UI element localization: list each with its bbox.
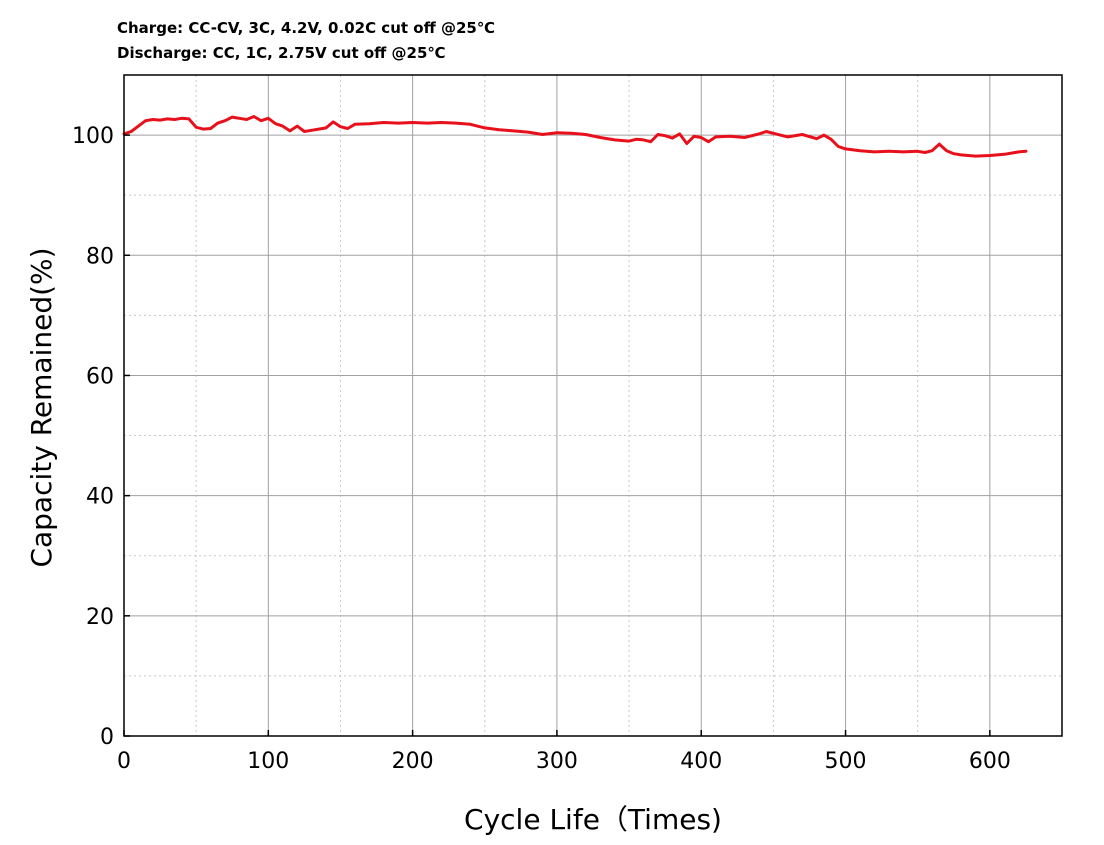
y-tick-label: 80 (86, 244, 114, 269)
grid (124, 75, 1062, 736)
y-axis-title: Capacity Remained(%) (25, 247, 58, 567)
x-tick-label: 600 (969, 749, 1011, 774)
x-axis-ticks: 0 100 200 300 400 500 600 (117, 730, 1011, 774)
series-layer (122, 115, 1028, 158)
series-line-0 (122, 115, 1028, 158)
x-tick-label: 100 (247, 749, 289, 774)
x-tick-label: 500 (825, 749, 867, 774)
y-tick-label: 20 (86, 605, 114, 630)
x-axis-title: Cycle Life（Times) (464, 803, 722, 836)
x-tick-label: 0 (117, 749, 131, 774)
x-tick-label: 200 (392, 749, 434, 774)
x-tick-label: 400 (680, 749, 722, 774)
y-tick-label: 0 (100, 725, 114, 750)
y-tick-label: 40 (86, 485, 114, 510)
y-tick-label: 100 (72, 124, 114, 149)
plot-frame (123, 74, 1063, 737)
y-tick-label: 60 (86, 364, 114, 389)
discharge-conditions: Discharge: CC, 1C, 2.75V cut off @25℃ (117, 44, 446, 62)
y-axis-ticks: 0 20 40 60 80 100 (72, 124, 130, 750)
charge-conditions: Charge: CC-CV, 3C, 4.2V, 0.02C cut off @… (117, 19, 495, 37)
x-tick-label: 300 (536, 749, 578, 774)
